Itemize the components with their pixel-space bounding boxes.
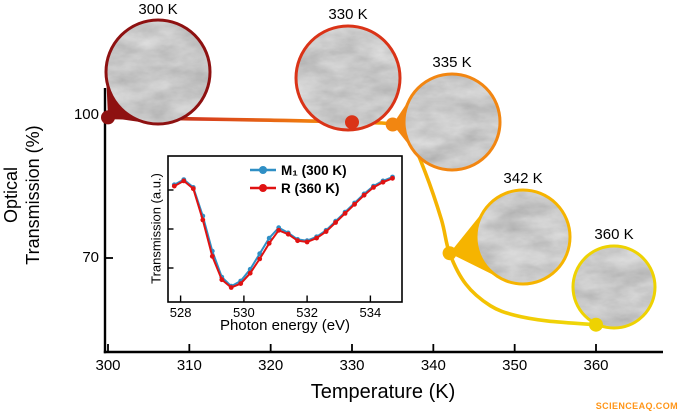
- data-point-markers: [101, 110, 603, 332]
- x-tick-label: 360: [583, 357, 609, 374]
- callout-label: 360 K: [594, 226, 634, 243]
- inset-y-axis-label: Transmission (a.u.): [148, 173, 164, 284]
- micrograph-ring: [104, 18, 212, 126]
- watermark: SCIENCEAQ.COM: [595, 401, 678, 411]
- micrograph-image: [573, 246, 655, 328]
- inset-x-tick-label: 528: [169, 305, 192, 320]
- data-point: [101, 110, 115, 125]
- inset-chart: [167, 155, 403, 303]
- micrograph-image: [106, 20, 210, 124]
- y-tick-label: 70: [82, 249, 99, 266]
- micrograph-image: [476, 190, 570, 284]
- data-point: [442, 246, 457, 261]
- inset-x-tick-label: 530: [233, 305, 255, 320]
- inset-x-tick-label: 532: [296, 305, 318, 320]
- micrograph-circles: [104, 18, 657, 330]
- y-axis-label-line1: Optical: [1, 166, 21, 224]
- x-tick-label: 300: [95, 357, 121, 374]
- micrograph-ring: [294, 24, 402, 132]
- callout-label: 300 K: [138, 1, 178, 18]
- y-axis-label-line2: Transmission (%): [23, 125, 43, 265]
- callout-label: 342 K: [503, 170, 543, 187]
- y-axis-label: Optical Transmission (%): [0, 35, 44, 355]
- data-point: [589, 317, 603, 332]
- micrograph-image: [296, 26, 400, 130]
- data-point: [385, 117, 400, 132]
- callout-label: 335 K: [432, 54, 472, 71]
- callout-label: 330 K: [328, 6, 368, 23]
- x-tick-label: 350: [502, 357, 528, 374]
- legend-label-r: R (360 K): [281, 181, 340, 196]
- inset-x-tick-label: 534: [359, 305, 382, 320]
- y-tick-label: 100: [73, 106, 99, 123]
- transmission-curve: [106, 115, 598, 327]
- x-tick-label: 310: [176, 357, 202, 374]
- micrograph-ring: [571, 244, 657, 330]
- x-axis-label: Temperature (K): [310, 381, 456, 403]
- micrograph-ring: [474, 188, 572, 286]
- data-point: [345, 115, 359, 130]
- micrograph-ring: [402, 72, 502, 172]
- inset-x-axis-label: Photon energy (eV): [219, 317, 351, 334]
- x-tick-label: 340: [420, 357, 446, 374]
- legend-label-m1: M₁ (300 K): [281, 163, 347, 178]
- x-tick-label: 330: [339, 357, 365, 374]
- micrograph-image: [404, 74, 500, 170]
- x-tick-label: 320: [258, 357, 284, 374]
